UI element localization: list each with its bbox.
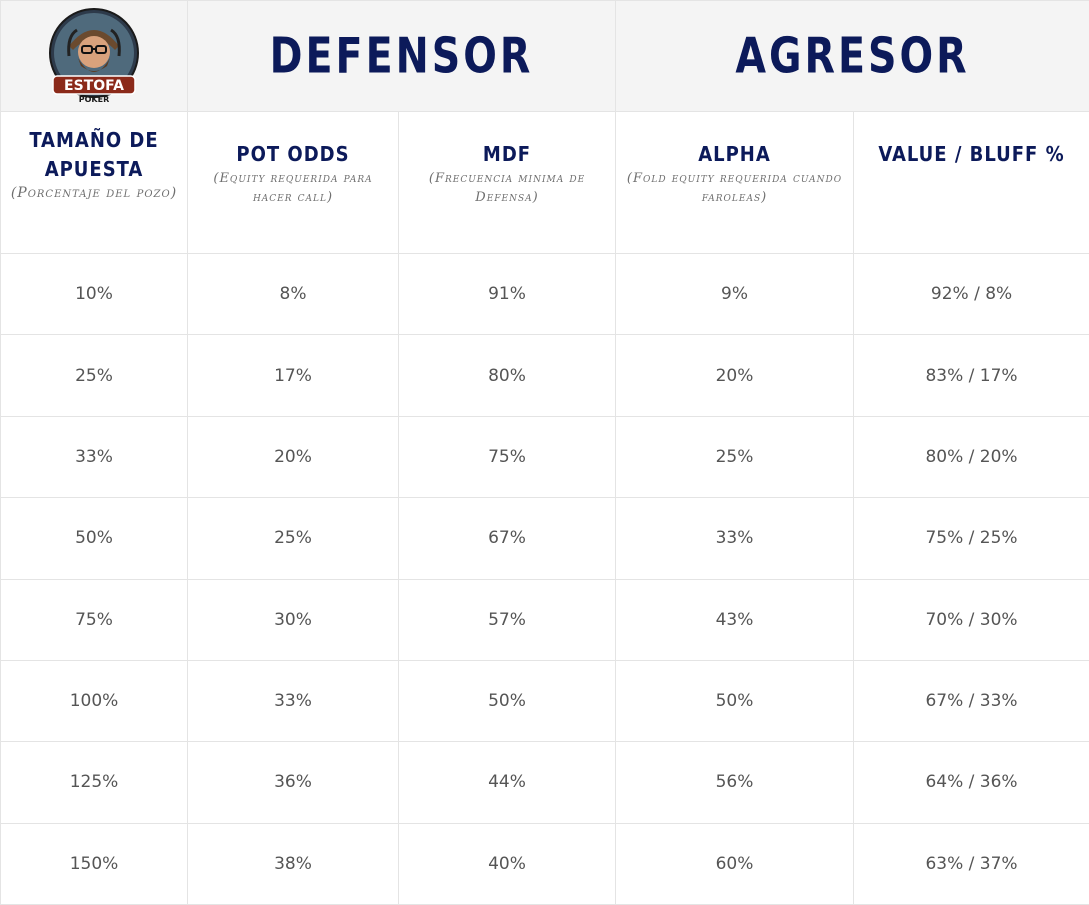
cell-alpha: 43% (615, 578, 855, 661)
column-title: TAMAÑO DE APUESTA (29, 128, 159, 181)
cell-value-bluff: 75% / 25% (853, 497, 1089, 580)
cell-mdf: 91% (397, 252, 617, 336)
cell-bet-size: 75% (0, 578, 188, 661)
column-subtitle: (Fold equity requerida cuando faroleas) (626, 171, 843, 205)
column-subtitle: (Equity requerida para hacer call) (213, 171, 373, 205)
cell-bet-size: 125% (0, 741, 188, 824)
svg-text:ESTOFA: ESTOFA (64, 78, 124, 94)
cell-pot-odds: 8% (187, 252, 399, 336)
cell-pot-odds: 17% (187, 334, 399, 417)
table-row: 125% 36% 44% 56% 64% / 36% (0, 741, 1089, 824)
column-header-row: TAMAÑO DE APUESTA (Porcentaje del pozo) … (0, 111, 1089, 254)
cell-mdf: 40% (397, 822, 617, 905)
cell-pot-odds: 36% (187, 741, 399, 824)
table-row: 10% 8% 91% 9% 92% / 8% (0, 252, 1089, 336)
column-header-mdf: MDF (Frecuencia minima de Defensa) (397, 111, 617, 254)
cell-alpha: 60% (615, 822, 855, 905)
cell-mdf: 80% (397, 334, 617, 417)
cell-mdf: 50% (397, 659, 617, 743)
column-title: VALUE / BLUFF % (878, 142, 1065, 166)
logo-cell: ESTOFA POKER (0, 0, 188, 112)
estofa-poker-logo: ESTOFA POKER (49, 8, 139, 104)
cell-bet-size: 33% (0, 415, 188, 499)
table-row: 25% 17% 80% 20% 83% / 17% (0, 334, 1089, 417)
column-header-pot-odds: POT ODDS (Equity requerida para hacer ca… (187, 111, 399, 254)
cell-value-bluff: 63% / 37% (853, 822, 1089, 905)
cell-alpha: 50% (615, 659, 855, 743)
cell-mdf: 57% (397, 578, 617, 661)
group-agresor-title: AGRESOR (735, 27, 970, 85)
cell-pot-odds: 25% (187, 497, 399, 580)
column-header-value-bluff: VALUE / BLUFF % (853, 111, 1089, 254)
group-defensor: DEFENSOR (186, 0, 617, 112)
group-agresor: AGRESOR (615, 0, 1089, 112)
cell-bet-size: 50% (0, 497, 188, 580)
column-title: MDF (482, 142, 532, 166)
cell-pot-odds: 38% (187, 822, 399, 905)
cell-bet-size: 10% (0, 252, 188, 336)
cell-alpha: 25% (615, 415, 855, 499)
cell-value-bluff: 92% / 8% (853, 252, 1089, 336)
table-row: 150% 38% 40% 60% 63% / 37% (0, 822, 1089, 905)
table-row: 75% 30% 57% 43% 70% / 30% (0, 578, 1089, 661)
column-subtitle: (Porcentaje del pozo) (10, 185, 178, 201)
cell-value-bluff: 67% / 33% (853, 659, 1089, 743)
cell-bet-size: 150% (0, 822, 188, 905)
table-row: 50% 25% 67% 33% 75% / 25% (0, 497, 1089, 580)
column-title: POT ODDS (236, 142, 350, 166)
column-title: ALPHA (698, 142, 771, 166)
column-header-alpha: ALPHA (Fold equity requerida cuando faro… (615, 111, 855, 254)
cell-mdf: 44% (397, 741, 617, 824)
cell-mdf: 67% (397, 497, 617, 580)
cell-bet-size: 25% (0, 334, 188, 417)
cell-pot-odds: 33% (187, 659, 399, 743)
cell-pot-odds: 30% (187, 578, 399, 661)
cell-value-bluff: 80% / 20% (853, 415, 1089, 499)
cell-alpha: 56% (615, 741, 855, 824)
cell-value-bluff: 64% / 36% (853, 741, 1089, 824)
group-header-row: ESTOFA POKER DEFENSOR AGRESOR (0, 0, 1089, 112)
group-defensor-title: DEFENSOR (269, 27, 534, 85)
column-header-bet-size: TAMAÑO DE APUESTA (Porcentaje del pozo) (0, 111, 188, 254)
cell-alpha: 20% (615, 334, 855, 417)
cell-mdf: 75% (397, 415, 617, 499)
cell-alpha: 9% (615, 252, 855, 336)
cell-value-bluff: 70% / 30% (853, 578, 1089, 661)
table-row: 100% 33% 50% 50% 67% / 33% (0, 659, 1089, 743)
cell-pot-odds: 20% (187, 415, 399, 499)
svg-text:POKER: POKER (79, 95, 110, 104)
cell-alpha: 33% (615, 497, 855, 580)
cell-bet-size: 100% (0, 659, 188, 743)
cell-value-bluff: 83% / 17% (853, 334, 1089, 417)
table-row: 33% 20% 75% 25% 80% / 20% (0, 415, 1089, 499)
column-subtitle: (Frecuencia minima de Defensa) (428, 171, 586, 205)
